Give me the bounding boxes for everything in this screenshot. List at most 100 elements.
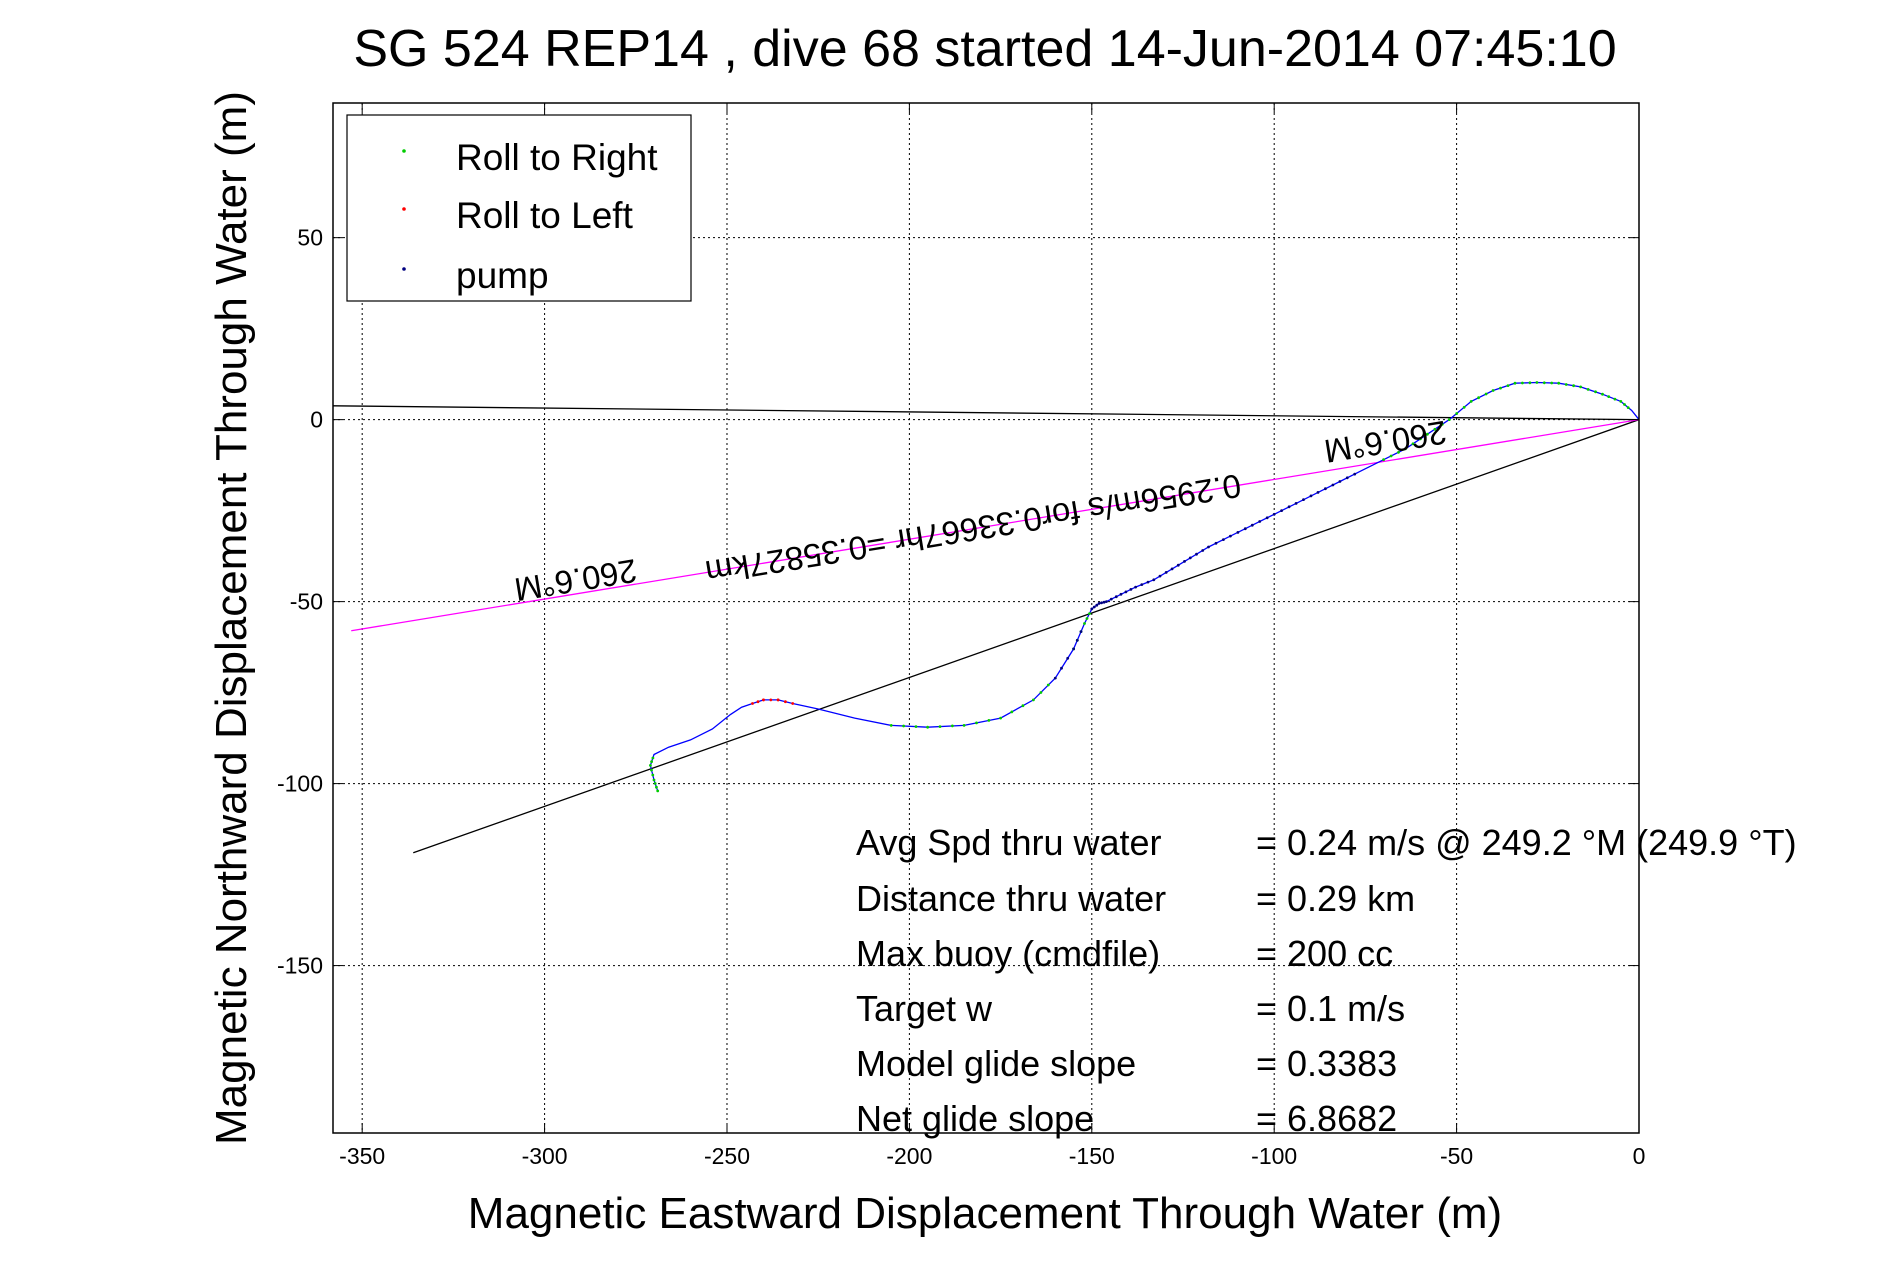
- pump-point: [1280, 509, 1283, 512]
- x-tick-label: 0: [1633, 1143, 1646, 1169]
- roll-right-point: [651, 773, 655, 777]
- roll-right-point: [1619, 400, 1623, 403]
- pump-point: [1075, 638, 1079, 642]
- axis-ticks: -350 -300 -250 -200 -150 -100 -50 0 50 0 -50 -100 -1…: [277, 103, 1645, 1169]
- pump-point: [1236, 531, 1240, 534]
- roll-right-point: [1046, 683, 1050, 687]
- pump-point: [1060, 666, 1063, 670]
- legend-label-roll-left: Roll to Left: [456, 195, 634, 236]
- pump-point: [1170, 567, 1174, 571]
- roll-right-point: [962, 724, 966, 727]
- pump-point: [1097, 602, 1101, 605]
- roll-right-point: [1083, 622, 1086, 625]
- legend-marker-pump: [402, 267, 406, 271]
- roll-right-point: [1506, 384, 1510, 387]
- roll-right-point: [649, 764, 652, 767]
- pump-point: [1258, 520, 1262, 523]
- pump-point: [1265, 516, 1269, 520]
- roll-right-point: [1447, 418, 1451, 421]
- roll-right-point: [1499, 386, 1502, 390]
- pump-point: [1095, 603, 1099, 607]
- roll-right-point: [1572, 384, 1575, 388]
- roll-right-point: [914, 725, 918, 728]
- roll-right-point: [1382, 458, 1385, 462]
- pump-point: [1201, 549, 1205, 552]
- x-tick-label: -50: [1440, 1143, 1473, 1169]
- roll-right-point: [1462, 405, 1466, 409]
- x-tick-label: -300: [522, 1143, 568, 1169]
- roll-right-point: [1594, 390, 1597, 394]
- pump-point: [1294, 502, 1298, 505]
- pump-point: [1146, 580, 1150, 584]
- roll-right-point: [1579, 385, 1582, 389]
- roll-right-point: [651, 756, 655, 760]
- pump-point: [1164, 571, 1168, 574]
- pump-point: [1072, 647, 1075, 651]
- stats-label-net-glide: Net glide slope: [856, 1098, 1094, 1139]
- y-tick-label: -150: [277, 953, 323, 979]
- roll-right-point: [1010, 710, 1014, 714]
- stats-label-avg-speed: Avg Spd thru water: [856, 822, 1162, 863]
- roll-left-point: [784, 700, 787, 704]
- stats-label-distance: Distance thru water: [856, 878, 1166, 919]
- roll-right-point: [650, 760, 653, 764]
- legend-label-roll-right: Roll to Right: [456, 137, 658, 178]
- roll-right-point: [1397, 450, 1400, 454]
- stats-value-max-buoy: = 200 cc: [1256, 933, 1393, 974]
- roll-right-point: [653, 782, 657, 785]
- pump-point: [1158, 574, 1162, 578]
- stats-value-avg-speed: = 0.24 m/s @ 249.2 °M (249.9 °T): [1256, 822, 1797, 863]
- pump-point: [1214, 541, 1218, 545]
- pump-point: [1100, 601, 1103, 605]
- reference-lines: [333, 405, 1639, 854]
- roll-left-point: [791, 702, 795, 705]
- roll-right-point: [1426, 432, 1429, 436]
- pump-point: [1353, 472, 1357, 476]
- stats-value-net-glide: = 6.8682: [1256, 1098, 1397, 1139]
- pump-point: [1183, 560, 1186, 563]
- x-axis-label: Magnetic Eastward Displacement Through W…: [468, 1189, 1502, 1238]
- pump-point: [1053, 676, 1057, 680]
- roll-left-point: [751, 702, 754, 705]
- pump-point: [1134, 585, 1137, 589]
- roll-right-point: [1557, 381, 1561, 385]
- roll-right-point: [1491, 389, 1495, 392]
- pump-point: [1338, 480, 1342, 483]
- roll-right-point: [1389, 454, 1393, 458]
- pump-point: [1092, 605, 1096, 609]
- y-tick-label: 0: [310, 407, 323, 433]
- stats-value-model-glide: = 0.3383: [1256, 1043, 1397, 1084]
- roll-right-point: [1021, 704, 1025, 708]
- x-tick-label: -350: [339, 1143, 385, 1169]
- pump-point: [1066, 656, 1070, 660]
- stats-label-target-w: Target w: [856, 988, 993, 1029]
- pump-point: [1124, 590, 1128, 594]
- roll-left-point: [756, 700, 760, 704]
- stats-value-distance: = 0.29 km: [1256, 878, 1415, 919]
- roll-left-point: [769, 698, 773, 702]
- y-tick-label: -100: [277, 771, 323, 797]
- roll-right-point: [652, 778, 656, 782]
- stats-label-model-glide: Model glide slope: [856, 1043, 1136, 1084]
- pump-point: [1331, 483, 1335, 487]
- roll-right-point: [1623, 403, 1626, 406]
- track: [649, 381, 1639, 793]
- legend-label-pump: pump: [456, 255, 549, 296]
- roll-right-point: [889, 724, 893, 727]
- roll-right-point: [1564, 383, 1568, 386]
- roll-right-point: [999, 716, 1002, 720]
- pump-point: [1324, 487, 1327, 491]
- roll-right-point: [655, 785, 658, 789]
- roll-right-point: [1626, 406, 1630, 409]
- pump-point: [1250, 523, 1254, 527]
- x-tick-label: -150: [1069, 1143, 1115, 1169]
- roll-right-point: [1088, 612, 1091, 615]
- roll-right-point: [1513, 381, 1517, 385]
- roll-left-point: [776, 698, 780, 702]
- pump-point: [1316, 491, 1320, 494]
- roll-right-point: [1477, 396, 1480, 400]
- x-tick-label: -100: [1251, 1143, 1297, 1169]
- roll-right-point: [1586, 388, 1590, 391]
- roll-right-point: [975, 721, 978, 725]
